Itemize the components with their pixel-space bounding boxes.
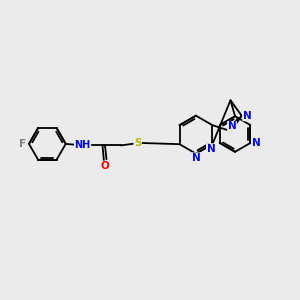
- Text: F: F: [19, 139, 26, 149]
- Text: N: N: [228, 122, 236, 131]
- Text: N: N: [252, 138, 260, 148]
- Text: N: N: [206, 144, 215, 154]
- Text: N: N: [192, 153, 201, 163]
- Text: N: N: [243, 111, 251, 121]
- Text: O: O: [101, 161, 110, 171]
- Text: S: S: [134, 138, 142, 148]
- Text: NH: NH: [74, 140, 91, 150]
